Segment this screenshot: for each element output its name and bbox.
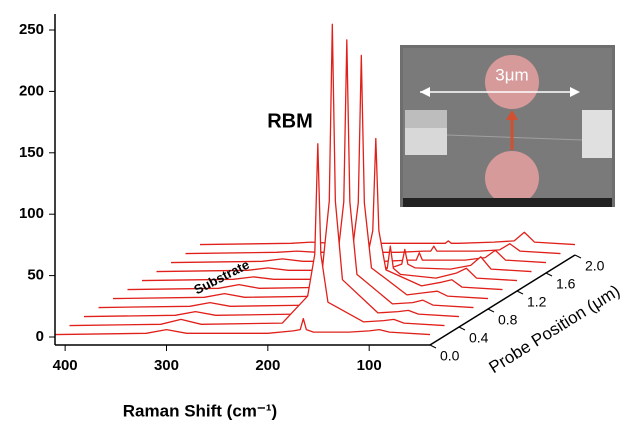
y-tick-label: 0 xyxy=(36,328,44,345)
y-tick-label: 100 xyxy=(19,205,44,222)
z-tick xyxy=(517,291,523,294)
z-tick xyxy=(546,273,552,276)
inset-footer xyxy=(403,198,612,207)
electrode xyxy=(582,110,612,158)
y-tick-label: 150 xyxy=(19,144,44,161)
z-tick-label: 0.8 xyxy=(498,312,518,328)
z-tick xyxy=(459,327,465,330)
z-tick xyxy=(488,309,494,312)
z-axis-label: Probe Position (μm) xyxy=(486,281,624,377)
inset-label: 3μm xyxy=(495,65,528,84)
x-axis-label: Raman Shift (cm⁻¹) xyxy=(123,401,277,420)
y-tick-label: 200 xyxy=(19,82,44,99)
z-tick-label: 2.0 xyxy=(585,258,605,274)
z-tick xyxy=(575,255,581,258)
electrode-top xyxy=(405,110,447,128)
x-tick-label: 200 xyxy=(255,357,280,374)
inset: 3μm xyxy=(400,45,615,207)
x-tick-label: 400 xyxy=(53,357,78,374)
z-tick xyxy=(430,345,436,348)
x-tick-label: 100 xyxy=(357,357,382,374)
z-tick-label: 0.0 xyxy=(440,348,460,364)
y-tick-label: 250 xyxy=(19,21,44,38)
trace-fill xyxy=(200,232,575,247)
annotation: RBM xyxy=(267,110,313,132)
z-tick-label: 0.4 xyxy=(469,330,489,346)
probe-spot xyxy=(485,151,539,205)
z-tick-label: 1.6 xyxy=(556,276,576,292)
x-tick-label: 300 xyxy=(154,357,179,374)
chart: RBM Substrate Raman Shift (cm⁻¹) Probe P… xyxy=(0,0,643,427)
z-tick-label: 1.2 xyxy=(527,294,547,310)
y-tick-label: 50 xyxy=(27,267,44,284)
